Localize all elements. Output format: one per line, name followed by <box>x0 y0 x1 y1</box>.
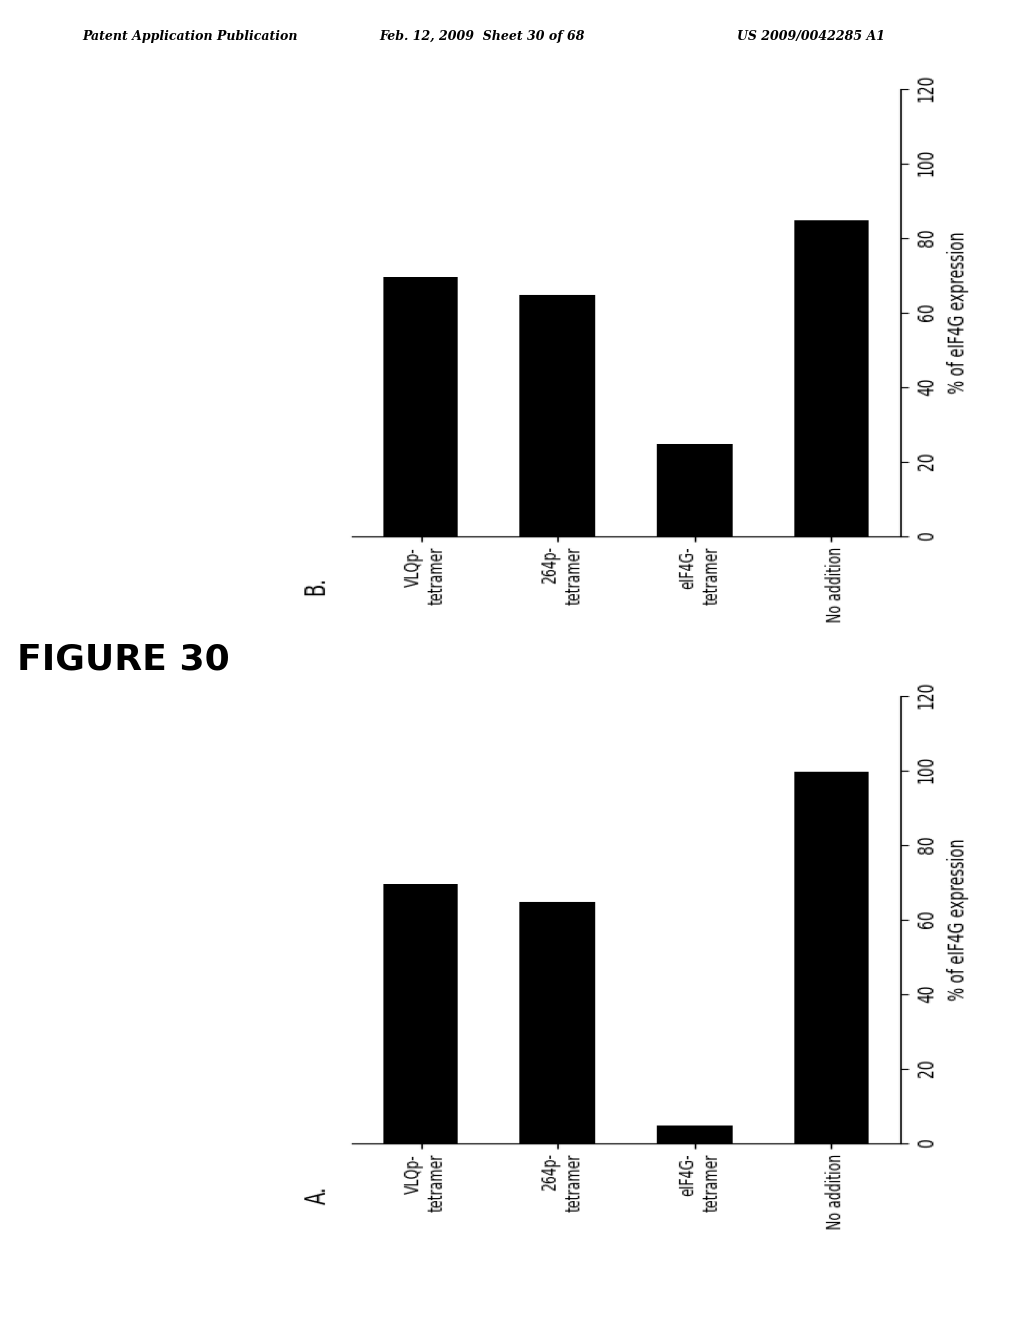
Text: US 2009/0042285 A1: US 2009/0042285 A1 <box>737 30 886 44</box>
Text: Patent Application Publication: Patent Application Publication <box>82 30 297 44</box>
Text: Feb. 12, 2009  Sheet 30 of 68: Feb. 12, 2009 Sheet 30 of 68 <box>379 30 585 44</box>
Text: FIGURE 30: FIGURE 30 <box>16 643 229 677</box>
